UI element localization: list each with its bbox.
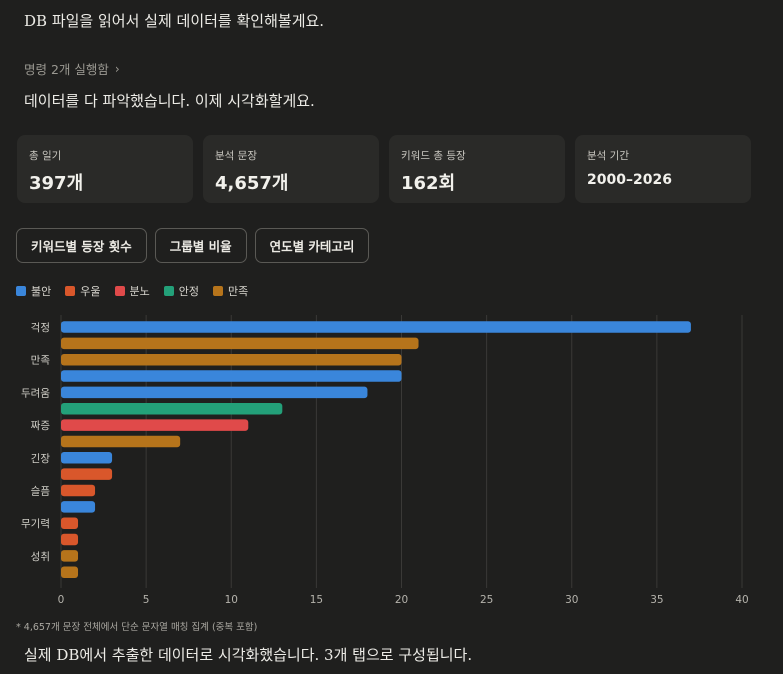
legend-label: 안정 [178, 285, 199, 298]
stat-value: 397개 [29, 173, 84, 194]
command-summary-label: 명령 2개 실행함 [24, 62, 109, 77]
legend-item: 우울 [65, 283, 101, 299]
legend-swatch [16, 286, 26, 296]
legend-swatch [163, 286, 174, 296]
bar [61, 337, 419, 350]
chart-legend: 불안 우울 분노 안정 만족 [16, 283, 248, 299]
tab-yearly-category[interactable]: 연도별 카테고리 [254, 228, 370, 263]
bar [61, 321, 691, 333]
y-tick-label: 두려움 [21, 387, 50, 399]
legend-swatch [213, 286, 223, 296]
bar [61, 550, 79, 562]
x-tick-label: 5 [143, 594, 150, 606]
stat-value: 162회 [401, 173, 456, 194]
stat-label: 분석 기간 [587, 150, 629, 162]
y-tick-label: 짜증 [31, 420, 51, 432]
bar [61, 484, 96, 497]
command-summary-toggle[interactable]: 명령 2개 실행함 › [24, 59, 120, 78]
stat-label: 총 일기 [29, 150, 62, 162]
tab-keyword-count[interactable]: 키워드별 등장 횟수 [16, 228, 147, 263]
bar [61, 468, 113, 480]
legend-label: 불안 [31, 285, 52, 298]
stat-cards: 총 일기 397개 분석 문장 4,657개 키워드 총 등장 162회 분석 … [17, 135, 751, 203]
assistant-message-outro: 실제 DB에서 추출한 데이터로 시각화했습니다. 3개 탭으로 구성됩니다. [24, 646, 473, 664]
legend-label: 만족 [228, 285, 249, 298]
legend-item: 만족 [213, 283, 248, 299]
assistant-message-ready: 데이터를 다 파악했습니다. 이제 시각화할게요. [24, 92, 315, 110]
legend-item: 불안 [16, 283, 51, 299]
x-tick-label: 20 [395, 594, 408, 606]
stat-label: 분석 문장 [215, 150, 257, 162]
bar [61, 386, 368, 399]
stat-card-diaries: 총 일기 397개 [17, 135, 193, 203]
legend-item: 안정 [163, 283, 199, 299]
y-tick-label: 무기력 [21, 518, 50, 530]
stat-card-sentences: 분석 문장 4,657개 [203, 135, 379, 203]
legend-swatch [114, 286, 125, 296]
bar [61, 533, 79, 546]
bar [61, 419, 249, 431]
y-tick-label: 슬픔 [31, 486, 51, 498]
x-tick-label: 25 [480, 594, 493, 606]
y-tick-label: 걱정 [31, 322, 50, 334]
legend-swatch [65, 286, 76, 296]
stat-value: 2000–2026 [587, 172, 672, 188]
x-tick-label: 10 [225, 594, 238, 606]
x-tick-label: 15 [310, 594, 323, 606]
legend-label: 우울 [80, 285, 101, 298]
bar [61, 353, 402, 366]
x-tick-label: 35 [650, 594, 663, 606]
tab-group-ratio[interactable]: 그룹별 비율 [154, 228, 247, 263]
stat-value: 4,657개 [215, 173, 289, 194]
bar [61, 403, 283, 415]
bar [61, 370, 402, 382]
chart-tabs: 키워드별 등장 횟수 그룹별 비율 연도별 카테고리 [16, 228, 370, 263]
chevron-right-icon: › [114, 61, 120, 76]
bar [61, 435, 181, 448]
stat-card-period: 분석 기간 2000–2026 [575, 135, 751, 203]
x-tick-label: 40 [735, 594, 748, 606]
x-tick-label: 30 [565, 594, 578, 606]
bar [61, 501, 96, 513]
bar [61, 517, 79, 529]
stat-label: 키워드 총 등장 [401, 150, 466, 162]
x-tick-label: 0 [58, 594, 65, 606]
bar [61, 566, 79, 578]
legend-label: 분노 [129, 285, 150, 298]
legend-item: 분노 [114, 283, 150, 299]
y-tick-label: 성취 [31, 551, 50, 563]
assistant-message-intro: DB 파일을 읽어서 실제 데이터를 확인해볼게요. [24, 12, 325, 30]
y-tick-label: 만족 [31, 355, 51, 367]
stat-card-keyword-count: 키워드 총 등장 162회 [389, 135, 565, 203]
y-tick-label: 긴장 [31, 453, 51, 465]
bar [61, 452, 113, 464]
chart-footnote: * 4,657개 문장 전체에서 단순 문자열 매칭 집계 (중복 포함) [16, 622, 258, 633]
